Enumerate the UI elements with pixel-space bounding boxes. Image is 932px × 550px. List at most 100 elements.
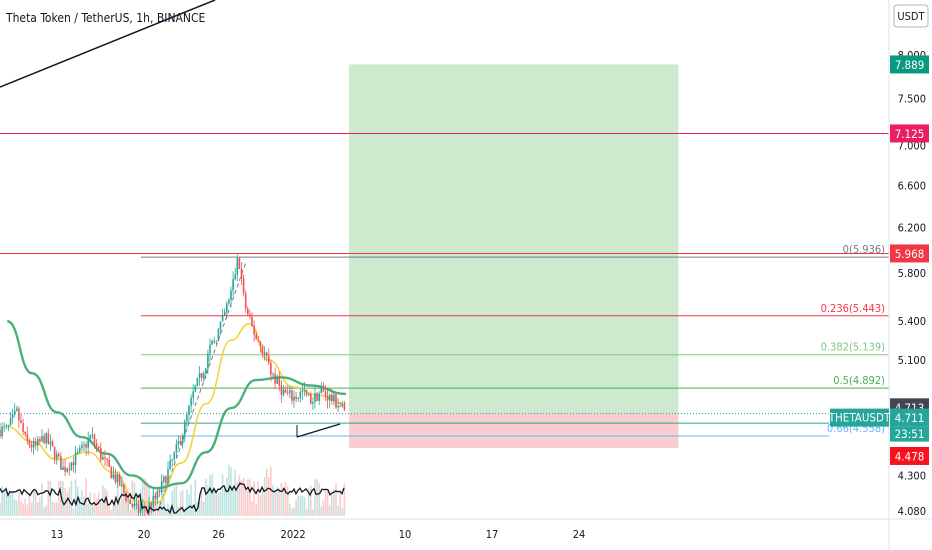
candle-body	[335, 394, 337, 408]
candle-body	[28, 440, 31, 446]
candle-body	[177, 441, 180, 444]
price-badge	[890, 55, 929, 74]
candle-body	[165, 476, 167, 484]
candle-body	[280, 385, 283, 395]
candle-body	[51, 441, 54, 447]
candle-body	[110, 466, 113, 479]
candle-body	[240, 268, 243, 278]
volume-bar	[9, 493, 12, 516]
volume-bar	[198, 501, 201, 516]
candle-body	[0, 429, 1, 437]
volume-bar	[213, 491, 215, 516]
candle-body	[37, 439, 39, 446]
volume-bar	[293, 507, 295, 516]
volume-bar	[343, 483, 346, 516]
volume-bar	[34, 487, 37, 516]
volume-bar	[289, 503, 291, 516]
volume-bar	[295, 499, 297, 516]
candle-body	[251, 316, 253, 326]
candle-body	[169, 460, 171, 469]
volume-bar	[240, 479, 243, 516]
volume-bar	[181, 489, 184, 516]
symbol-tag-label: THETAUSDT	[828, 411, 891, 425]
candle-body	[328, 394, 331, 401]
candle-body	[272, 374, 274, 376]
candle-body	[184, 421, 186, 435]
candle-body	[72, 462, 75, 466]
candle-body	[171, 459, 173, 461]
volume-bar	[62, 481, 64, 516]
candle-body	[58, 454, 60, 457]
trend-line[interactable]	[0, 0, 216, 88]
volume-bar	[205, 478, 207, 516]
volume-bar	[333, 488, 335, 516]
volume-bar	[70, 480, 73, 516]
candle-body	[39, 439, 41, 442]
candle-body	[62, 466, 64, 470]
candle-body	[192, 391, 194, 398]
price-tick-label: 7.500	[898, 93, 926, 106]
candle-body	[125, 492, 127, 501]
candle-body	[135, 503, 138, 505]
candle-body	[337, 406, 339, 408]
time-tick-label: 2022	[281, 528, 306, 541]
candle-body	[79, 448, 81, 453]
candle-body	[5, 425, 8, 427]
volume-bar	[301, 495, 304, 516]
volume-bar	[165, 509, 167, 516]
candle-body	[223, 311, 226, 316]
price-axis[interactable]: 8.0007.5007.0006.6006.2005.8005.4005.100…	[898, 49, 926, 518]
candle-body	[131, 504, 134, 507]
horizontal-levels[interactable]	[0, 0, 889, 437]
volume-bar	[234, 469, 236, 516]
candle-body	[85, 444, 87, 448]
volume-bar	[253, 481, 255, 516]
candle-body	[167, 468, 169, 484]
symbol-tag	[830, 408, 889, 427]
candle-body	[66, 468, 68, 472]
candle-body	[22, 423, 24, 432]
price-badge	[890, 446, 929, 465]
long-position-tool[interactable]	[349, 64, 679, 448]
candle-body	[154, 495, 157, 499]
candle-body	[32, 441, 35, 448]
candle-body	[24, 431, 26, 435]
volume-bar	[127, 507, 129, 516]
candle-body	[41, 436, 43, 442]
candle-body	[95, 443, 98, 447]
candle-body	[232, 279, 234, 291]
candle-body	[188, 405, 190, 415]
volume-bar	[211, 473, 213, 516]
volume-bar	[129, 509, 131, 516]
volume-bar	[118, 502, 121, 516]
volume-bar	[326, 490, 329, 516]
candle-body	[20, 420, 22, 424]
candle-body	[314, 393, 316, 403]
volume-bar	[190, 484, 192, 516]
fib-label: 0(5.936)	[843, 243, 885, 256]
candle-body	[265, 352, 268, 357]
volume-bar	[89, 492, 92, 516]
candle-body	[60, 456, 62, 470]
loss-zone[interactable]	[349, 413, 679, 448]
volume-bar	[110, 509, 113, 516]
candle-body	[310, 393, 312, 404]
currency-badge[interactable]: USDT	[893, 4, 929, 28]
moving-average-line	[6, 319, 346, 490]
candle-body	[249, 314, 251, 317]
volume-bar	[72, 508, 75, 516]
wedge-support-line[interactable]	[296, 423, 341, 438]
volume-bar	[261, 491, 264, 516]
volume-bar	[173, 487, 176, 516]
volume-bar	[41, 483, 43, 516]
candle-body	[221, 315, 224, 322]
candle-body	[213, 340, 215, 342]
dashed-trend-line[interactable]	[159, 261, 247, 506]
candle-body	[9, 418, 12, 426]
candle-body	[301, 390, 304, 393]
candle-body	[175, 443, 178, 453]
profit-zone[interactable]	[349, 64, 679, 414]
volume-bar	[255, 503, 257, 516]
time-axis[interactable]: 13 20 26 2022 10 17 24	[51, 528, 586, 541]
